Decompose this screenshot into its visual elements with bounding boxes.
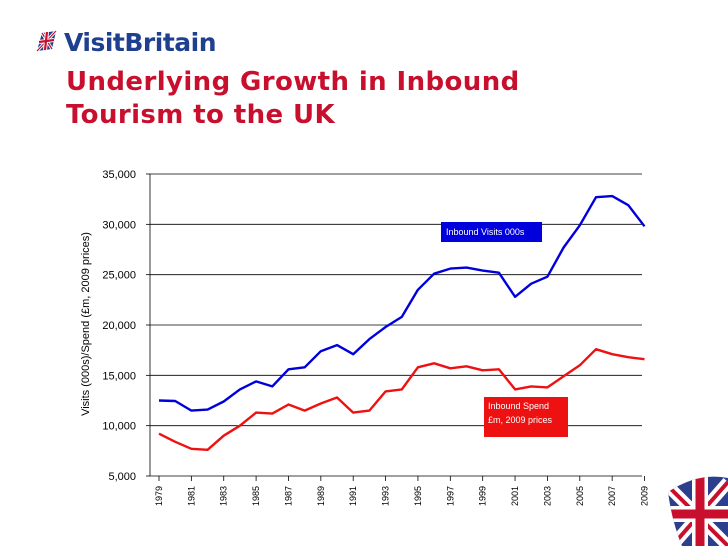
x-tick-label: 2005 bbox=[575, 486, 585, 506]
x-tick-label: 1989 bbox=[316, 486, 326, 506]
x-tick-label: 1999 bbox=[478, 486, 488, 506]
y-tick-label: 5,000 bbox=[108, 471, 136, 483]
series-line-spend bbox=[158, 348, 645, 451]
annotation-spend-text: Inbound Spend bbox=[488, 401, 549, 411]
annotation-visits-text: Inbound Visits 000s bbox=[446, 227, 525, 237]
x-tick-label: 2001 bbox=[510, 486, 520, 506]
x-tick-label: 1993 bbox=[381, 486, 391, 506]
annotation-spend-box bbox=[484, 397, 568, 437]
y-axis-label: Visits (000s)/Spend (£m, 2009 prices) bbox=[80, 232, 92, 416]
annotation-visits-box bbox=[441, 222, 542, 242]
x-tick-label: 2009 bbox=[640, 486, 650, 506]
x-tick-label: 2007 bbox=[607, 486, 617, 506]
y-tick-label: 35,000 bbox=[102, 169, 136, 181]
x-tick-label: 1995 bbox=[413, 486, 423, 506]
axes bbox=[146, 173, 645, 481]
annotation-spend: Inbound Spend £m, 2009 prices bbox=[484, 397, 568, 437]
y-tick-label: 20,000 bbox=[102, 320, 136, 332]
data-series bbox=[158, 194, 646, 451]
grid-lines bbox=[150, 173, 642, 477]
y-tick-label: 25,000 bbox=[102, 270, 136, 282]
x-tick-label: 1983 bbox=[219, 486, 229, 506]
x-tick-labels: 1979 1981 1983 1985 1987 1989 1991 1993 1995 1997… bbox=[154, 486, 650, 506]
brand-logo: VisitBritain bbox=[34, 26, 217, 58]
series-annotations: Inbound Visits 000s Inbound Spend £m, 2009… bbox=[441, 222, 568, 437]
annotation-spend-text: £m, 2009 prices bbox=[488, 415, 553, 425]
y-tick-label: 10,000 bbox=[102, 421, 136, 433]
x-tick-label: 1979 bbox=[154, 486, 164, 506]
union-flag-icon bbox=[35, 29, 58, 53]
union-flag-corner-icon bbox=[668, 476, 728, 546]
page-title: Underlying Growth in Inbound Tourism to … bbox=[66, 67, 520, 130]
series-line-visits bbox=[158, 194, 646, 412]
brand-name: VisitBritain bbox=[64, 27, 217, 57]
y-tick-label: 30,000 bbox=[102, 219, 136, 231]
x-tick-label: 1987 bbox=[283, 486, 293, 506]
y-tick-label: 15,000 bbox=[102, 370, 136, 382]
y-tick-labels: 35,000 30,000 25,000 20,000 15,000 10,000 5,00… bbox=[102, 169, 136, 483]
x-tick-label: 1997 bbox=[445, 486, 455, 506]
x-tick-label: 1991 bbox=[348, 486, 358, 506]
x-tick-label: 1981 bbox=[186, 486, 196, 506]
x-tick-label: 1985 bbox=[251, 486, 261, 506]
annotation-visits: Inbound Visits 000s bbox=[441, 222, 542, 242]
x-tick-label: 2003 bbox=[542, 486, 552, 506]
